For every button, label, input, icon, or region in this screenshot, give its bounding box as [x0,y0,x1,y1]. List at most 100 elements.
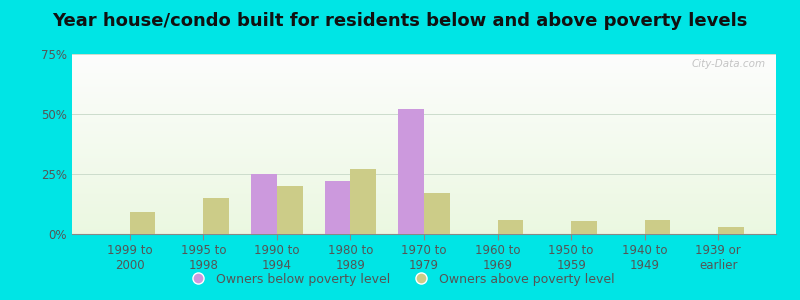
Bar [72,194,776,195]
Bar [72,141,776,142]
Bar [72,156,776,157]
Text: City-Data.com: City-Data.com [691,59,766,69]
Bar [72,123,776,124]
Text: Year house/condo built for residents below and above poverty levels: Year house/condo built for residents bel… [52,12,748,30]
Bar [72,174,776,175]
Bar [72,107,776,108]
Bar [72,100,776,101]
Bar [645,220,670,234]
Bar [72,203,776,204]
Bar [72,130,776,131]
Bar [72,59,776,60]
Bar [72,179,776,180]
Bar [72,164,776,165]
Bar [72,187,776,188]
Bar [72,84,776,85]
Bar [72,118,776,119]
Bar [72,147,776,148]
Bar [72,54,776,55]
Bar [72,206,776,207]
Bar [72,211,776,212]
Bar [72,200,776,201]
Bar [72,116,776,117]
Bar [72,61,776,62]
Bar [72,225,776,226]
Bar [72,219,776,220]
Bar [72,229,776,230]
Bar [72,134,776,135]
Bar [72,162,776,163]
Bar [72,186,776,187]
Bar [72,94,776,95]
Bar [72,175,776,176]
Bar [72,215,776,216]
Bar [72,67,776,68]
Bar [72,166,776,167]
Bar [72,205,776,206]
Bar [72,142,776,143]
Bar [277,186,302,234]
Bar [72,214,776,215]
Bar [72,169,776,170]
Bar [72,65,776,66]
Bar [72,93,776,94]
Bar [72,57,776,58]
Bar [498,220,523,234]
Bar [72,76,776,77]
Bar [72,197,776,198]
Bar [72,160,776,161]
Bar [72,196,776,197]
Bar [72,136,776,137]
Bar [72,102,776,103]
Bar [72,127,776,128]
Bar [72,233,776,234]
Bar [571,221,597,234]
Bar [325,181,350,234]
Bar [398,109,424,234]
Bar [72,222,776,223]
Bar [72,158,776,159]
Bar [72,80,776,81]
Bar [72,71,776,72]
Bar [72,101,776,102]
Bar [72,117,776,118]
Bar [72,176,776,177]
Bar [72,74,776,75]
Bar [72,153,776,154]
Bar [72,110,776,111]
Bar [72,159,776,160]
Bar [72,177,776,178]
Bar [72,152,776,153]
Bar [72,96,776,97]
Bar [72,133,776,134]
Bar [72,75,776,76]
Bar [72,223,776,224]
Bar [72,221,776,222]
Bar [72,125,776,126]
Bar [72,210,776,211]
Bar [72,195,776,196]
Bar [72,72,776,73]
Bar [72,202,776,203]
Bar [72,131,776,132]
Bar [72,108,776,109]
Bar [72,190,776,191]
Bar [72,58,776,59]
Bar [72,148,776,149]
Bar [350,169,376,234]
Bar [72,137,776,138]
Bar [72,114,776,115]
Bar [72,88,776,89]
Bar [72,121,776,122]
Bar [72,173,776,174]
Bar [72,216,776,217]
Bar [72,157,776,158]
Bar [72,185,776,186]
Bar [251,174,277,234]
Bar [72,89,776,90]
Bar [72,181,776,182]
Bar [72,232,776,233]
Bar [72,85,776,86]
Bar [72,77,776,78]
Bar [72,99,776,100]
